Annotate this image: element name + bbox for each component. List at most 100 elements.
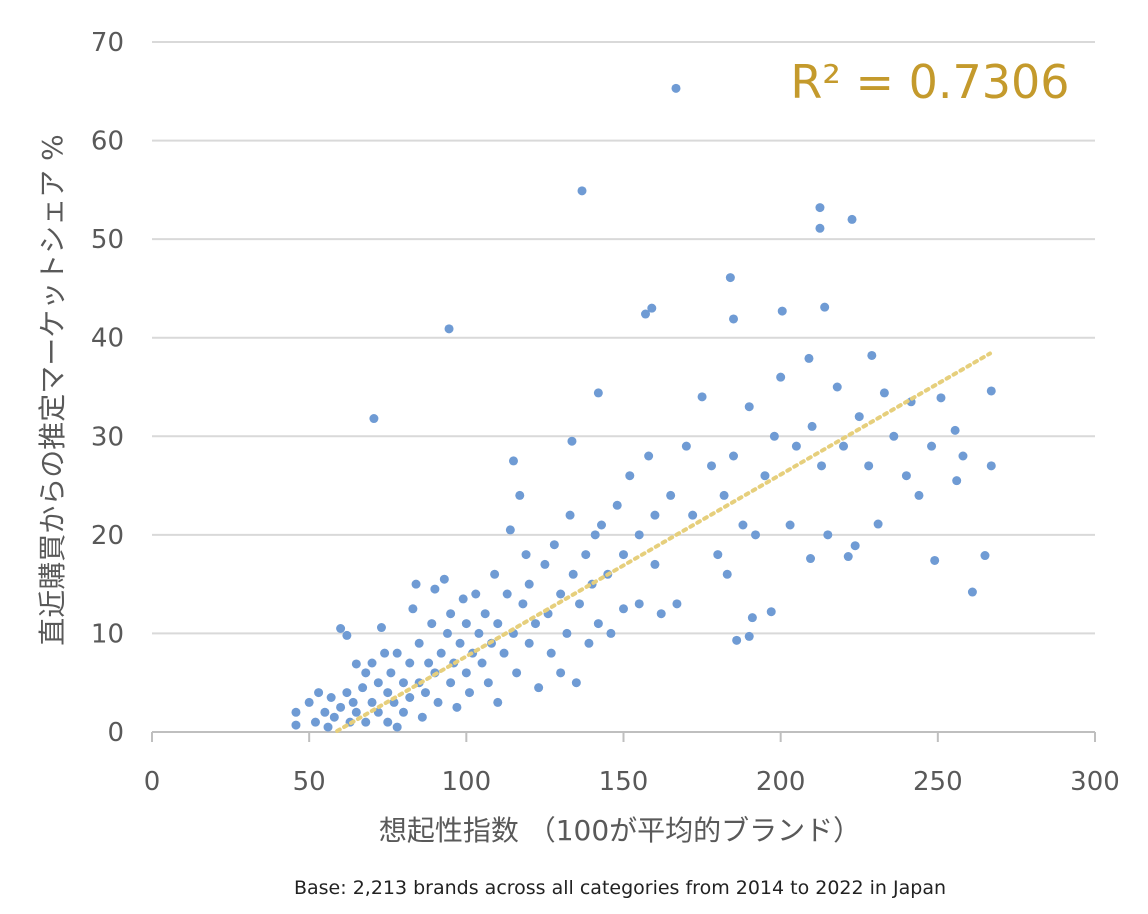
point: [791, 441, 801, 451]
point: [320, 707, 330, 717]
point: [471, 589, 481, 599]
point: [383, 717, 393, 727]
point: [534, 683, 544, 693]
point: [804, 353, 814, 363]
point: [873, 519, 883, 529]
point: [719, 490, 729, 500]
point: [729, 314, 739, 324]
point: [776, 372, 786, 382]
point: [707, 461, 717, 471]
point: [820, 302, 830, 312]
point: [383, 688, 393, 698]
point: [760, 471, 770, 481]
point: [584, 638, 594, 648]
point: [392, 722, 402, 732]
point: [369, 414, 379, 424]
y-tick-label: 30: [91, 422, 124, 452]
point: [427, 619, 437, 629]
point: [697, 392, 707, 402]
point: [815, 223, 825, 233]
point: [815, 203, 825, 213]
point: [291, 707, 301, 717]
point: [442, 628, 452, 638]
point: [980, 551, 990, 561]
point: [958, 451, 968, 461]
point: [854, 412, 864, 422]
point: [879, 388, 889, 398]
point: [785, 520, 795, 530]
point: [671, 83, 681, 93]
point: [420, 688, 430, 698]
point: [446, 678, 456, 688]
point: [843, 552, 853, 562]
point: [430, 584, 440, 594]
point: [914, 490, 924, 500]
point: [367, 658, 377, 668]
point: [398, 707, 408, 717]
point: [666, 490, 676, 500]
point: [751, 530, 761, 540]
point: [348, 697, 358, 707]
point: [596, 520, 606, 530]
point: [927, 441, 937, 451]
point: [738, 520, 748, 530]
point: [839, 441, 849, 451]
point: [950, 425, 960, 435]
point: [505, 525, 515, 535]
point: [351, 659, 361, 669]
point: [729, 451, 739, 461]
point: [336, 702, 346, 712]
point: [546, 648, 556, 658]
point: [806, 554, 816, 564]
point: [502, 589, 512, 599]
point: [744, 402, 754, 412]
point: [392, 648, 402, 658]
point: [464, 688, 474, 698]
point: [562, 628, 572, 638]
point: [414, 638, 424, 648]
y-tick-label: 40: [91, 324, 124, 354]
y-tick-label: 0: [107, 718, 124, 748]
point: [936, 393, 946, 403]
point: [574, 599, 584, 609]
point: [493, 619, 503, 629]
point: [314, 688, 324, 698]
point: [376, 623, 386, 633]
point: [612, 500, 622, 510]
point: [986, 461, 996, 471]
trendline: [335, 351, 993, 734]
point: [889, 431, 899, 441]
point: [577, 186, 587, 196]
x-tick-label: 200: [756, 767, 806, 797]
point: [433, 697, 443, 707]
point: [644, 451, 654, 461]
point: [386, 668, 396, 678]
point: [323, 722, 333, 732]
point: [967, 587, 977, 597]
point: [744, 631, 754, 641]
point: [832, 382, 842, 392]
point: [508, 456, 518, 466]
point: [455, 638, 465, 648]
point: [747, 613, 757, 623]
point: [593, 619, 603, 629]
point: [424, 658, 434, 668]
point: [777, 306, 787, 316]
point: [766, 607, 776, 617]
point: [329, 712, 339, 722]
x-tick-label: 50: [293, 767, 326, 797]
y-tick-label: 20: [91, 521, 124, 551]
point: [512, 668, 522, 678]
x-tick-label: 250: [913, 767, 963, 797]
point: [380, 648, 390, 658]
point: [358, 683, 368, 693]
x-tick-label: 150: [599, 767, 649, 797]
point: [540, 559, 550, 569]
point: [483, 678, 493, 688]
y-tick-label: 50: [91, 225, 124, 255]
point: [446, 609, 456, 619]
point: [864, 461, 874, 471]
point: [530, 619, 540, 629]
point: [524, 579, 534, 589]
